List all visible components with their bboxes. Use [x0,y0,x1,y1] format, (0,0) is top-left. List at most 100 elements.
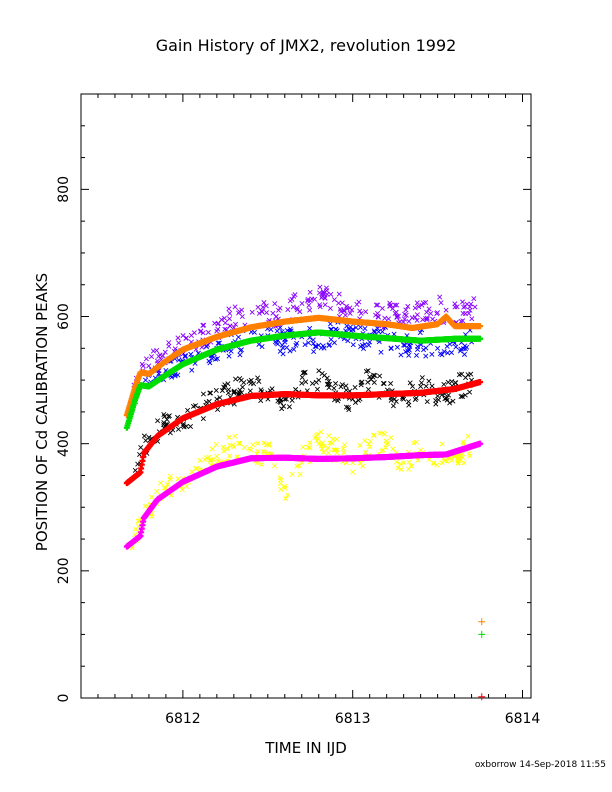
point-mark [447,341,453,347]
point-mark [197,457,203,464]
point-mark [472,304,478,310]
point-mark [429,383,435,389]
marker-plus [478,618,486,626]
point-mark [150,348,156,354]
point-mark [189,367,195,373]
point-mark [467,389,473,395]
point-mark [419,302,425,308]
point-mark [366,342,372,348]
point-mark [333,380,339,386]
point-mark [435,393,441,399]
point-mark [235,334,242,340]
point-mark [207,390,213,396]
point-mark [362,326,368,332]
point-mark [226,387,232,393]
point-mark [307,307,313,313]
point-mark [206,398,212,404]
point-mark [379,305,385,311]
point-mark [335,398,341,404]
point-mark [469,316,475,322]
point-mark [390,446,396,452]
point-mark [183,483,190,489]
point-mark [413,395,419,401]
point-mark [263,442,269,448]
point-mark [439,441,445,447]
point-mark [331,340,337,346]
point-mark [207,457,214,463]
point-mark [438,300,444,306]
point-mark [285,307,291,313]
point-mark [450,398,456,404]
point-mark [371,432,377,438]
point-mark [326,433,332,439]
point-mark [255,375,261,381]
point-mark [232,433,238,439]
point-mark [455,458,462,464]
point-mark [341,450,347,456]
point-mark [225,381,231,387]
point-mark [430,316,436,322]
point-mark [187,424,194,430]
point-mark [324,291,330,297]
point-mark [237,387,243,393]
point-mark [283,496,289,502]
point-mark [461,460,467,466]
point-mark [394,459,400,465]
point-mark [325,450,331,456]
point-mark [442,396,448,402]
point-mark [402,342,408,348]
point-mark [283,396,289,402]
plot-frame [80,93,532,699]
point-mark [307,445,313,451]
point-mark [464,344,470,350]
point-mark [426,456,432,463]
point-mark [275,398,281,404]
point-mark [343,387,349,393]
point-mark [375,314,381,320]
point-mark [260,304,266,310]
point-mark [343,383,349,389]
point-mark [420,317,426,323]
point-mark [258,387,264,393]
point-mark [412,305,418,311]
point-mark [237,375,243,382]
point-mark [320,289,326,295]
point-mark [237,440,243,446]
point-mark [261,440,267,446]
point-mark [443,307,449,313]
point-mark [418,447,424,453]
point-mark [437,351,443,357]
point-mark [407,380,413,386]
point-mark [402,311,408,317]
marker-plus [478,693,486,701]
point-mark [307,440,313,446]
point-mark [426,306,432,312]
point-mark [207,360,213,366]
point-mark [231,389,237,395]
point-mark [373,302,379,308]
point-mark [350,342,356,348]
point-mark [424,315,430,321]
point-mark [227,453,233,459]
point-mark [401,342,407,348]
point-mark [271,463,277,469]
point-mark [297,471,303,477]
point-mark [424,309,430,315]
point-mark [146,434,152,440]
point-mark [214,453,220,459]
point-mark [327,321,333,327]
point-mark [418,383,424,389]
point-mark [356,299,362,305]
point-mark [392,302,398,308]
point-mark [277,475,283,481]
point-mark [322,295,328,301]
point-mark [260,448,266,454]
point-mark [241,380,247,386]
point-mark [261,300,267,306]
point-mark [282,396,288,402]
point-mark [398,352,404,358]
point-mark [457,348,463,354]
footer-credit: oxborrow 14-Sep-2018 11:55 [474,760,606,770]
point-mark [388,346,394,352]
point-mark [222,326,228,332]
